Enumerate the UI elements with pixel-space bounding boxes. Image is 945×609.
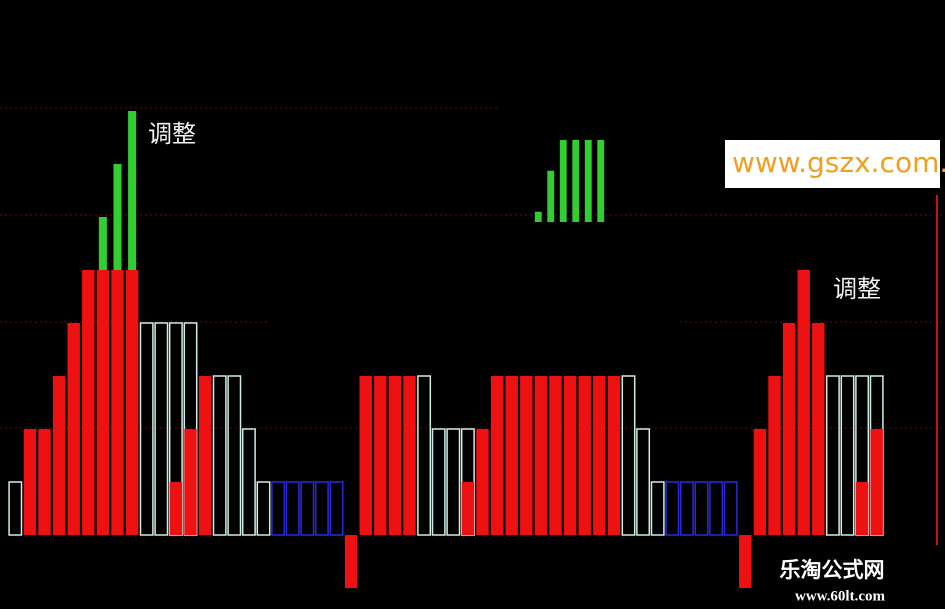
outline-bar [329,481,344,536]
bar [563,376,577,535]
bar [559,140,567,222]
bar [607,376,621,535]
outline-bar [417,375,432,536]
bar [593,376,606,535]
bar [82,270,95,535]
outline-bar [8,481,23,536]
bar [98,217,107,270]
brand-box [755,548,945,609]
bar [169,482,183,535]
bar [812,323,825,535]
bar [572,140,580,222]
outline-bar [154,322,169,536]
bar [388,376,402,535]
bar [111,270,124,535]
bar [753,429,767,535]
bar [534,376,548,535]
annotation: 调整 [833,275,881,303]
bar [578,376,591,535]
outline-bar [709,481,724,536]
bar [870,429,883,535]
bar [534,211,542,222]
bar [855,482,869,535]
bar [520,376,533,535]
outline-bar [431,428,446,536]
top-bars [534,140,605,222]
bar [67,323,80,535]
bar [768,376,781,535]
brand-url: www.60lt.com [795,588,885,604]
outline-bar [840,375,855,536]
outline-bar [300,481,315,536]
bar [490,376,504,535]
bar [739,535,752,588]
outline-bar [139,322,154,536]
bar [113,164,122,270]
bar [461,482,475,535]
bar [52,376,66,535]
bar [359,376,372,535]
bar [403,376,416,535]
outline-bar [227,375,242,536]
bar [476,429,489,535]
bar [128,111,137,270]
outline-bar [256,481,271,536]
bar [184,429,197,535]
bar [198,376,212,535]
outline-bar [285,481,300,536]
bar [547,170,555,222]
outline-bar [446,428,461,536]
bar [344,535,358,588]
bar [38,429,51,535]
bar [96,270,110,535]
outline-bar [621,375,636,536]
bar [584,140,592,222]
bars [8,111,884,588]
brand: 乐淘公式网 [780,558,885,582]
bar [374,376,387,535]
bar [549,376,562,535]
bar [597,140,605,222]
outline-bar [679,481,694,536]
outline-bar [650,481,665,536]
outline-bar [636,428,651,536]
outline-bar [825,375,840,536]
annotation: 调整 [148,120,196,148]
bar [23,429,37,535]
outline-bar [241,428,256,536]
bar [505,376,518,535]
watermark: www.gszx.com.cn [732,146,945,179]
watermark-box [725,140,940,188]
outline-bar [212,375,227,536]
bar [797,270,810,535]
bar [125,270,139,535]
outline-bar [314,481,329,536]
bar [782,323,796,535]
outline-bar [271,481,286,536]
outline-bar [694,481,709,536]
outline-bar [665,481,680,536]
outline-bar [723,481,738,536]
